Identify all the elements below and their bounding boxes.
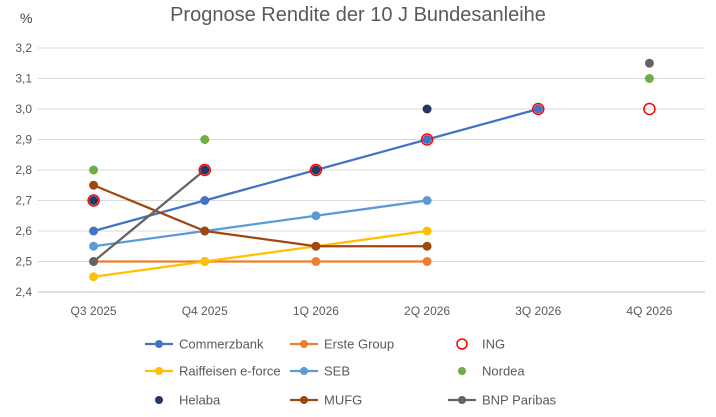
- x-tick-label: Q3 2025: [71, 304, 117, 318]
- x-tick-label: Q4 2025: [182, 304, 228, 318]
- mufg-marker: [311, 241, 321, 251]
- legend-label-erste-group: Erste Group: [324, 337, 394, 352]
- raiffeisen-e-force-marker: [422, 226, 432, 236]
- legend-marker-ing: [456, 338, 468, 350]
- legend-label-ing: ING: [482, 337, 505, 352]
- legend-label-commerzbank: Commerzbank: [179, 337, 264, 352]
- seb-marker: [422, 196, 432, 205]
- commerzbank-marker: [200, 196, 210, 205]
- legend-label-mufg: MUFG: [324, 393, 362, 408]
- y-tick-label: 2,9: [15, 133, 32, 147]
- ing-marker: [532, 102, 545, 116]
- bnp-paribas-marker: [644, 58, 654, 68]
- bnp-paribas-marker: [89, 257, 99, 266]
- ing-marker: [643, 102, 656, 116]
- y-tick-label: 3,1: [15, 72, 32, 86]
- nordea-marker: [644, 74, 654, 83]
- y-tick-label: 2,6: [15, 224, 32, 238]
- erste-group-marker: [422, 257, 432, 266]
- legend-label-helaba: Helaba: [179, 393, 221, 408]
- legend-marker-erste-group: [300, 340, 308, 348]
- legend-label-bnp-paribas: BNP Paribas: [482, 393, 557, 408]
- erste-group-marker: [311, 257, 321, 266]
- legend-marker-mufg: [300, 396, 308, 404]
- nordea-marker: [89, 165, 99, 175]
- commerzbank-marker: [89, 226, 99, 236]
- mufg-line: [93, 184, 428, 248]
- ing-marker: [309, 163, 323, 177]
- raiffeisen-e-force-marker: [89, 272, 99, 282]
- raiffeisen-e-force-marker: [200, 257, 210, 266]
- y-tick-label: 2,7: [15, 194, 32, 208]
- legend-marker-helaba: [155, 396, 163, 404]
- ing-marker: [87, 194, 100, 207]
- legend-label-seb: SEB: [324, 364, 350, 379]
- x-tick-label: 3Q 2026: [515, 304, 561, 318]
- helaba-marker: [200, 165, 210, 175]
- chart-title: Prognose Rendite der 10 J Bundesanleihe: [170, 4, 546, 26]
- mufg-marker: [89, 180, 99, 190]
- ing-marker: [420, 133, 434, 146]
- commerzbank-marker: [533, 104, 543, 114]
- legend-label-nordea: Nordea: [482, 364, 525, 379]
- legend-marker-nordea: [458, 367, 466, 375]
- bnp-paribas-line: [92, 169, 206, 263]
- helaba-marker: [422, 104, 432, 114]
- y-tick-label: 2,4: [15, 285, 32, 299]
- mufg-marker: [422, 241, 432, 251]
- y-tick-label: 2,5: [15, 255, 32, 269]
- raiffeisen-e-force-line: [93, 229, 428, 278]
- seb-marker: [311, 211, 321, 221]
- x-tick-label: 4Q 2026: [626, 304, 672, 318]
- x-tick-label: 2Q 2026: [404, 304, 450, 318]
- legend-marker-bnp-paribas: [458, 396, 466, 404]
- commerzbank-marker: [422, 135, 432, 144]
- legend-marker-seb: [300, 367, 308, 375]
- legend-marker-commerzbank: [155, 340, 163, 348]
- mufg-marker: [200, 226, 210, 236]
- y-unit-label: %: [20, 10, 33, 26]
- seb-marker: [89, 241, 99, 251]
- ing-marker: [198, 163, 211, 177]
- legend-marker-raiffeisen-e-force: [155, 367, 163, 375]
- seb-line: [93, 199, 428, 248]
- y-tick-label: 2,8: [15, 163, 32, 177]
- legend-label-raiffeisen-e-force: Raiffeisen e-force: [179, 364, 281, 379]
- y-tick-label: 3,0: [15, 102, 32, 116]
- helaba-marker: [311, 165, 321, 175]
- x-tick-label: 1Q 2026: [293, 304, 339, 318]
- nordea-marker: [200, 135, 210, 144]
- y-tick-label: 3,2: [15, 41, 32, 55]
- helaba-marker: [89, 196, 99, 205]
